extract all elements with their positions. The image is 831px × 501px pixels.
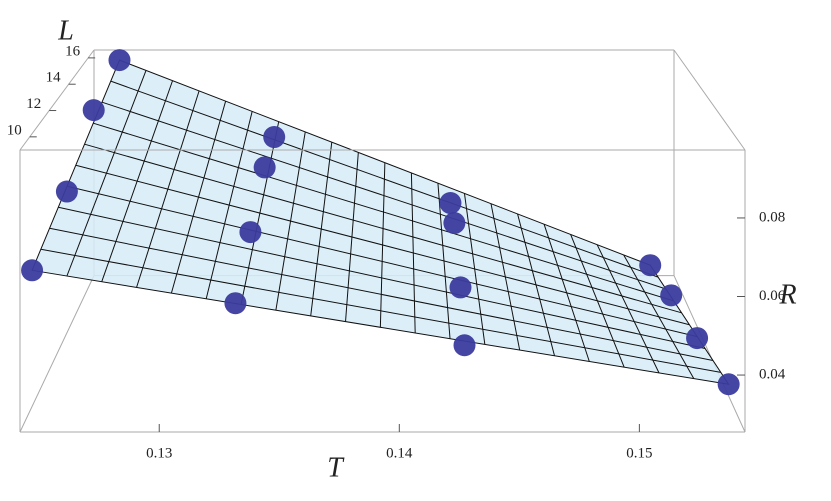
surface-mesh xyxy=(84,143,682,314)
data-point xyxy=(439,192,462,215)
data-point xyxy=(239,221,262,244)
surface-mesh xyxy=(110,80,659,278)
data-point xyxy=(21,259,44,282)
data-point xyxy=(253,156,276,179)
data-point xyxy=(108,49,131,72)
z-tick-label: 12 xyxy=(26,96,41,112)
data-point xyxy=(686,327,709,350)
surface-mesh xyxy=(101,101,667,290)
data-point xyxy=(717,373,740,396)
y-tick-label: 0.04 xyxy=(759,366,786,382)
y-tick-label: 0.06 xyxy=(759,288,786,304)
surface-mesh xyxy=(40,248,721,373)
y-tick-label: 0.08 xyxy=(759,209,785,225)
data-point xyxy=(453,334,476,357)
z-axis-label: L xyxy=(57,15,74,46)
data-point xyxy=(449,276,472,299)
surface-mesh xyxy=(66,185,698,338)
box-edge xyxy=(19,275,95,433)
surface-mesh xyxy=(58,206,706,350)
x-tick-label: 0.14 xyxy=(386,445,413,461)
z-tick-label: 14 xyxy=(46,70,62,86)
data-point xyxy=(55,180,78,203)
data-point xyxy=(639,254,662,277)
x-axis-label: T xyxy=(327,452,345,483)
surface-mesh xyxy=(49,227,714,361)
x-tick-label: 0.13 xyxy=(146,445,172,461)
x-tick-label: 0.15 xyxy=(626,445,652,461)
data-point xyxy=(443,212,466,235)
surface-mesh xyxy=(75,164,690,326)
box-edge xyxy=(673,275,746,433)
z-tick-label: 16 xyxy=(65,43,81,59)
box-edge xyxy=(673,49,746,151)
data-point xyxy=(224,292,247,315)
y-axis-label: R xyxy=(778,279,796,310)
box-edge xyxy=(19,49,95,151)
surface-mesh xyxy=(93,122,674,302)
z-tick-label: 10 xyxy=(7,122,22,138)
surface xyxy=(31,59,730,385)
data-point xyxy=(82,99,105,122)
data-point xyxy=(263,126,286,149)
data-point xyxy=(660,284,683,307)
